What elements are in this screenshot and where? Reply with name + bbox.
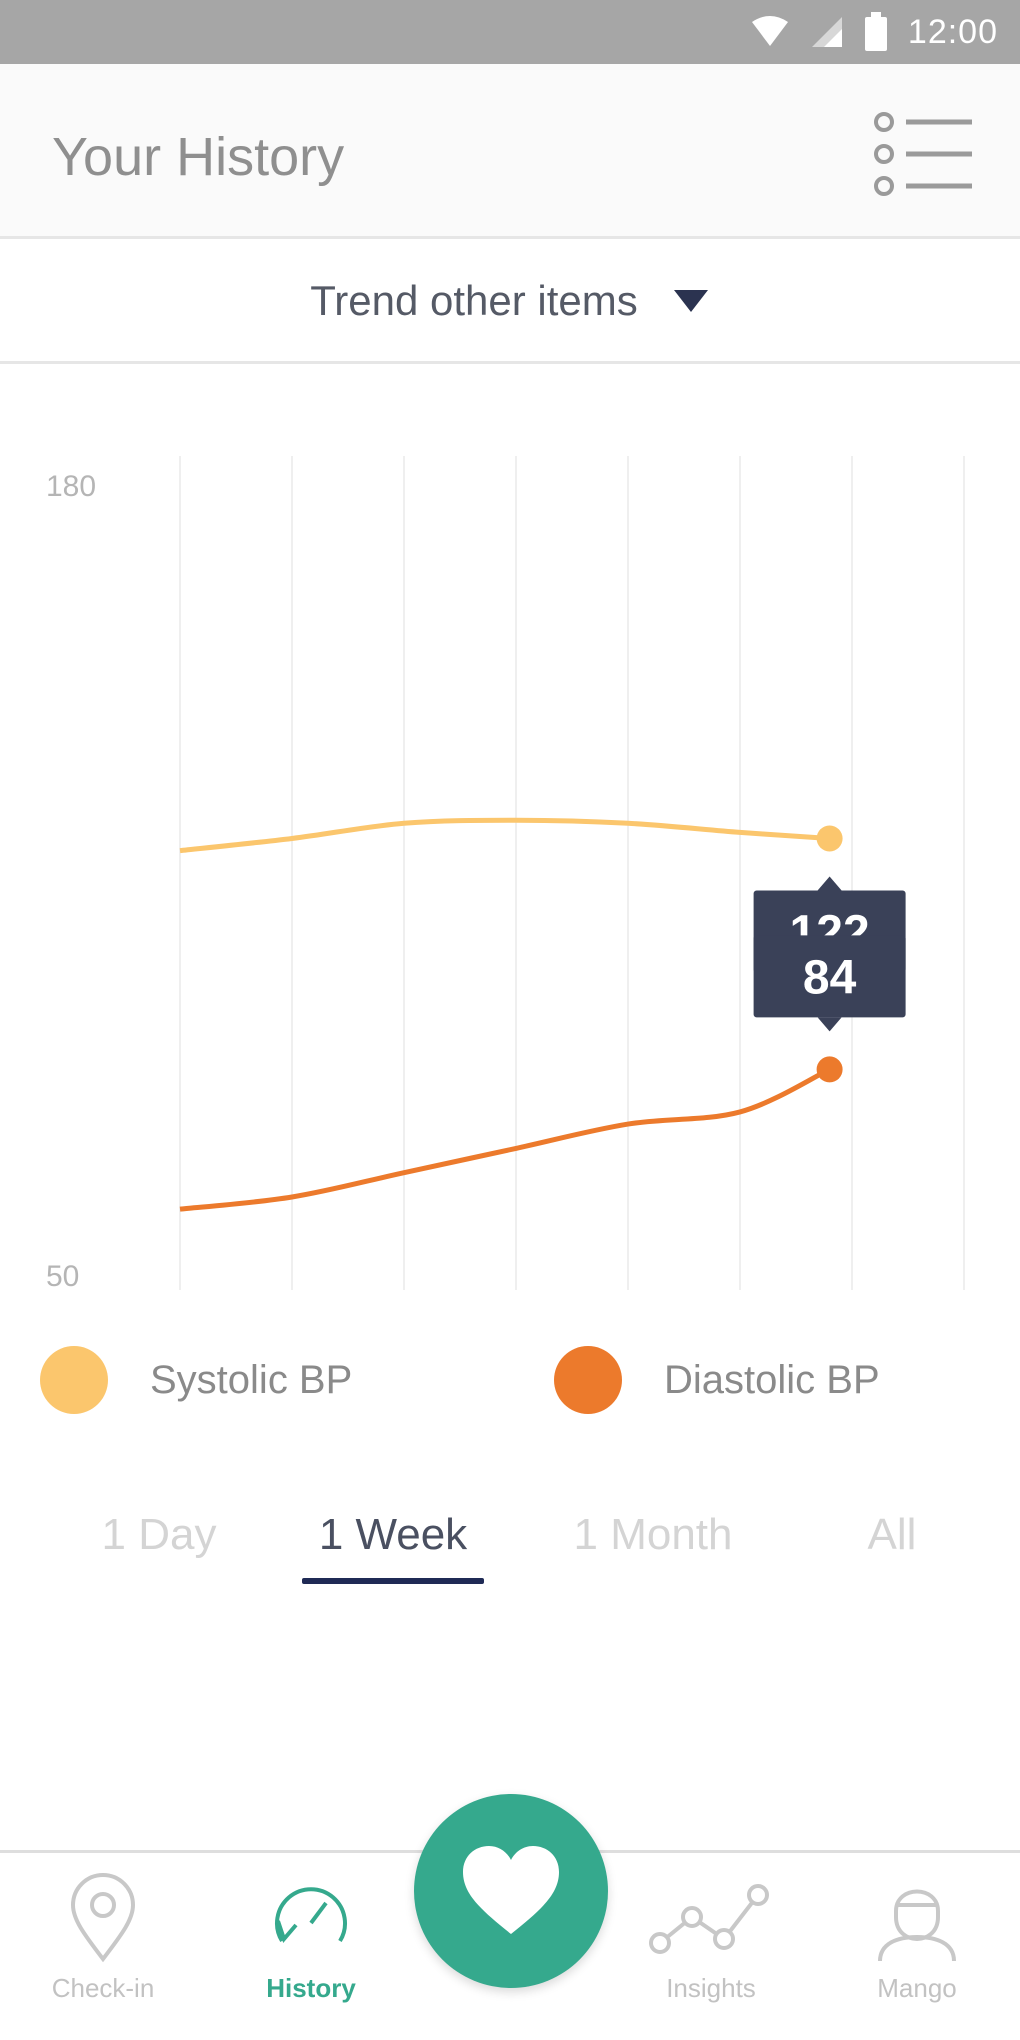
nav-history[interactable]: History: [226, 1873, 396, 2004]
series-line-systolic: [179, 817, 830, 854]
active-tab-underline: [302, 1578, 484, 1584]
legend-label-systolic: Systolic BP: [150, 1357, 353, 1402]
bp-trend-chart: 180 50 122 84: [46, 456, 965, 1293]
history-gauge-icon: [275, 1887, 347, 1943]
trend-label: Trend other items: [310, 276, 638, 324]
range-tab-all[interactable]: All: [867, 1510, 917, 1559]
location-pin-icon: [70, 1873, 136, 1963]
nav-check-in[interactable]: Check-in: [18, 1873, 188, 2004]
nav-label-mango: Mango: [877, 1973, 957, 2003]
app-header: Your History: [0, 64, 1020, 239]
range-tab-1-week[interactable]: 1 Week: [318, 1510, 468, 1559]
nav-insights[interactable]: Insights: [626, 1873, 796, 2004]
legend-dot-systolic: [40, 1346, 108, 1414]
series-point-diastolic-latest[interactable]: [816, 1056, 843, 1083]
series-line-diastolic: [179, 1067, 831, 1212]
tooltip-diastolic: 84: [753, 935, 906, 1032]
user-avatar-icon: [878, 1889, 956, 1962]
legend-diastolic[interactable]: Diastolic BP: [554, 1345, 880, 1415]
status-bar: 12:00: [0, 0, 1020, 64]
range-tab-1-month[interactable]: 1 Month: [573, 1510, 733, 1559]
legend-systolic[interactable]: Systolic BP: [40, 1345, 352, 1415]
status-time: 12:00: [907, 12, 998, 51]
range-tab-1-day[interactable]: 1 Day: [101, 1510, 217, 1559]
nav-mango[interactable]: Mango: [832, 1873, 1002, 2004]
chart-grid: [179, 456, 965, 1290]
check-in-heart-button[interactable]: [414, 1794, 608, 1988]
signal-icon: [811, 17, 842, 47]
legend-dot-diastolic: [554, 1346, 622, 1414]
insights-graph-icon: [649, 1884, 769, 1954]
page-title: Your History: [52, 127, 345, 187]
tooltip-diastolic-value: 84: [803, 951, 857, 1004]
series-point-systolic-latest[interactable]: [816, 825, 843, 852]
nav-label-check-in: Check-in: [51, 1973, 155, 2003]
trend-other-items-dropdown[interactable]: Trend other items: [0, 240, 1020, 364]
nav-label-history: History: [266, 1973, 356, 2003]
y-tick-max: 180: [46, 470, 96, 503]
nav-label-insights: Insights: [666, 1973, 756, 2003]
battery-icon: [864, 12, 887, 51]
dropdown-triangle-icon: [673, 289, 708, 312]
list-menu-icon[interactable]: [872, 104, 976, 204]
wifi-icon: [751, 16, 788, 46]
legend-label-diastolic: Diastolic BP: [664, 1357, 880, 1402]
y-tick-min: 50: [46, 1260, 79, 1293]
heart-icon: [463, 1846, 559, 1934]
